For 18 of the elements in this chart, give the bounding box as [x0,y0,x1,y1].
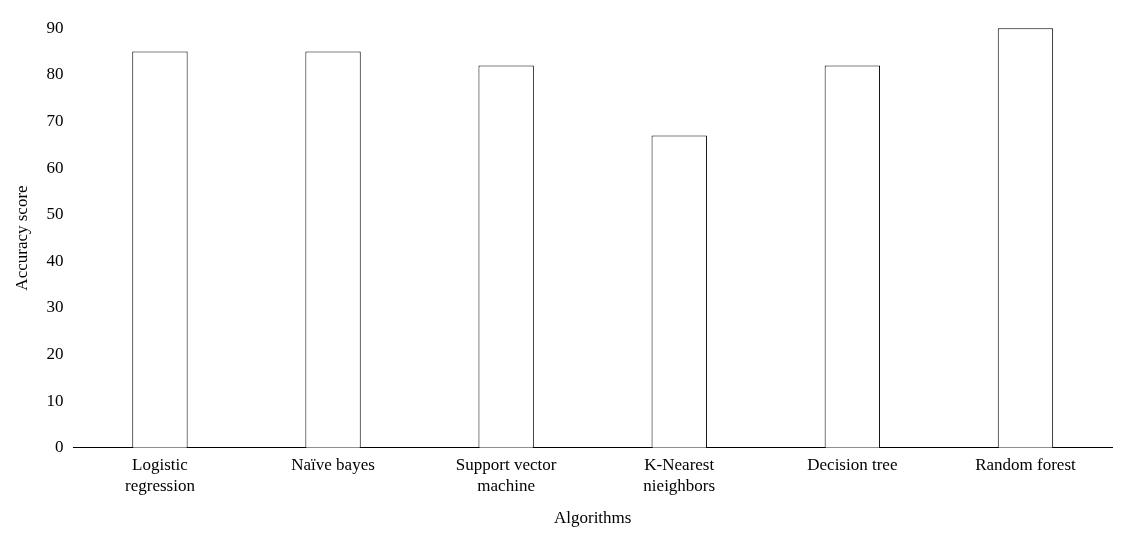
x-tick-label: Decision tree [807,455,898,475]
x-tick-label: Random forest [975,455,1076,475]
x-tick-label: Support vector machine [455,455,557,495]
y-tick-label: 30 [46,297,64,317]
y-tick-label: 20 [46,344,64,364]
y-tick-label: 60 [46,157,64,177]
y-tick-label: 10 [46,390,64,410]
y-tick-label: 50 [46,204,64,224]
x-axis-title: Algorithms [553,508,632,528]
y-axis-title: Accuracy score [11,185,31,291]
x-tick-label: Logistic regression [125,455,196,495]
y-tick-label: 0 [54,437,64,457]
y-tick-label: 90 [46,17,64,37]
x-tick-label: K-Nearest nieighbors [643,455,716,495]
y-tick-label: 70 [46,110,64,130]
y-tick-label: 80 [46,64,64,84]
x-tick-label: Naïve bayes [291,455,375,475]
y-tick-label: 40 [46,250,64,270]
